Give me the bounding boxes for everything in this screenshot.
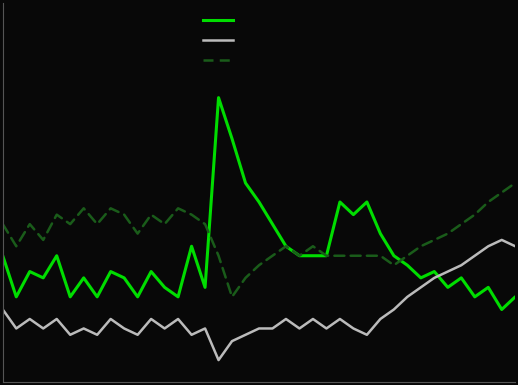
Legend: , , : , ,	[203, 13, 233, 68]
